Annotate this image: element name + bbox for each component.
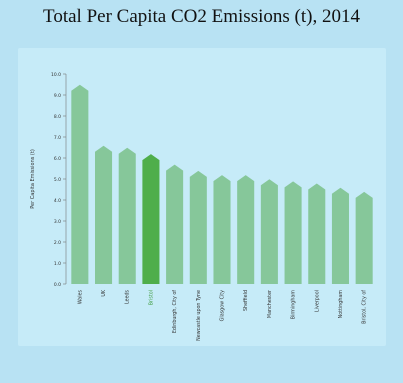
y-axis-label: Per Capita Emissions (t): [30, 149, 36, 209]
bar: [213, 175, 231, 284]
y-tick-label: 0.0: [54, 282, 61, 288]
bar: [118, 147, 136, 284]
y-tick-label: 7.0: [54, 135, 61, 141]
y-tick-label: 9.0: [54, 93, 61, 99]
x-tick-label: Glasgow City: [220, 290, 226, 321]
y-tick-label: 10.0: [51, 72, 61, 78]
y-tick-label: 1.0: [54, 261, 61, 267]
x-tick-label: Liverpool: [314, 290, 320, 312]
x-tick-label: Edinburgh, City of: [172, 290, 178, 333]
bar: [71, 84, 89, 284]
bar: [284, 181, 302, 284]
x-tick-label: UK: [101, 289, 107, 297]
x-tick-label: Wales: [77, 290, 83, 305]
y-tick-label: 4.0: [54, 198, 61, 204]
y-tick-label: 6.0: [54, 156, 61, 162]
bar: [237, 175, 255, 284]
y-tick-label: 8.0: [54, 114, 61, 120]
x-tick-label: Manchester: [267, 290, 273, 318]
bar: [308, 183, 326, 284]
x-tick-label: Newcastle upon Tyne: [196, 290, 202, 341]
bar: [331, 187, 349, 284]
y-tick-label: 5.0: [54, 177, 61, 183]
x-tick-label: Birmingham: [291, 290, 297, 320]
x-tick-label: Nottingham: [338, 290, 344, 319]
x-tick-label: Leeds: [125, 290, 131, 305]
bar: [260, 179, 278, 284]
y-tick-label: 2.0: [54, 240, 61, 246]
bar: [166, 164, 184, 284]
chart-title: Total Per Capita CO2 Emissions (t), 2014: [43, 6, 360, 27]
x-tick-label: Sheffield: [243, 290, 249, 311]
bar: [95, 145, 113, 284]
bar: [142, 154, 160, 284]
y-tick-label: 3.0: [54, 219, 61, 225]
bar: [189, 170, 207, 284]
chart-panel: 0.0 1.0 2.0 3.0 4.0 5.0 6.0 7.0 8.0 9.0 10.0 Per Ca…: [18, 48, 386, 346]
x-tick-label: Bristol: [148, 290, 154, 305]
x-tick-label: Bristol, City of: [362, 290, 368, 324]
bar-chart: 0.0 1.0 2.0 3.0 4.0 5.0 6.0 7.0 8.0 9.0 10.0 Per Ca…: [30, 72, 373, 341]
bar: [355, 191, 373, 284]
